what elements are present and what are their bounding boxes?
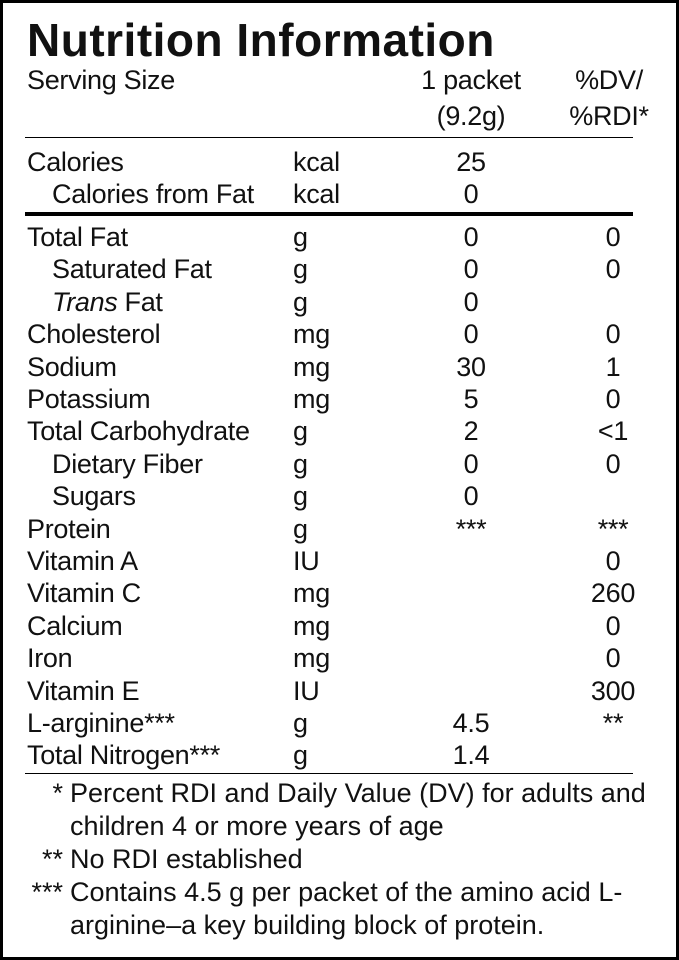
nutrient-name: Protein [27, 513, 111, 544]
unit: kcal [293, 147, 340, 177]
nutrient-name: Calories from Fat [52, 179, 254, 209]
unit: mg [293, 578, 330, 609]
nutrient-name: Dietary Fiber [52, 448, 203, 479]
thick-rule [25, 212, 633, 216]
nutrient-name: Total Carbohydrate [27, 416, 250, 447]
daily-value: *** [597, 513, 629, 544]
unit: mg [293, 643, 330, 674]
nutrient-name: Iron [27, 643, 73, 674]
nutrient-name: Vitamin A [27, 546, 138, 576]
daily-value: 0 [605, 254, 621, 285]
daily-value: 0 [605, 610, 621, 641]
unit: g [293, 416, 308, 447]
daily-value: 0 [605, 319, 621, 350]
nutrient-name: Saturated Fat [52, 254, 212, 285]
unit: g [293, 254, 308, 285]
italic-text: Trans [52, 286, 118, 317]
footnote-marker: *** [31, 877, 63, 907]
amount: 0 [463, 448, 479, 479]
unit: mg [293, 610, 330, 641]
unit: g [293, 740, 308, 771]
nutrient-name: Vitamin E [27, 675, 140, 706]
daily-value: 300 [590, 675, 636, 706]
nutrient-name: Calories [27, 147, 124, 177]
nutrient-name: Trans Fat [52, 287, 163, 317]
amount: 0 [463, 481, 479, 512]
unit: IU [293, 675, 320, 706]
unit: g [293, 448, 308, 479]
amount: 0 [463, 222, 479, 252]
nutrient-name: Total Nitrogen*** [27, 740, 221, 771]
daily-value: 0 [605, 222, 621, 252]
nutrient-name: Sodium [27, 351, 117, 382]
unit: g [293, 708, 308, 738]
dv-label: %DV/ [575, 65, 643, 95]
amount: 4.5 [452, 708, 490, 738]
nutrient-name: Vitamin C [27, 578, 141, 609]
footnote-text: No RDI established [70, 844, 303, 874]
footnote-marker: * [52, 778, 63, 808]
amount: 25 [456, 147, 486, 177]
dv-label: %RDI* [569, 101, 649, 131]
unit: mg [293, 351, 330, 382]
unit: kcal [293, 179, 340, 209]
daily-value: 1 [605, 351, 621, 382]
amount: 0 [463, 319, 479, 350]
title: Nutrition Information [27, 14, 495, 66]
amount: 1.4 [452, 740, 490, 771]
amount: *** [455, 513, 487, 544]
unit: IU [293, 546, 320, 576]
unit: g [293, 513, 308, 544]
unit: g [293, 481, 308, 512]
daily-value: ** [602, 708, 624, 738]
rule [25, 137, 633, 138]
serving-amount: (9.2g) [436, 101, 506, 131]
unit: g [293, 286, 308, 317]
daily-value: 0 [605, 546, 621, 576]
nutrient-name: Cholesterol [27, 319, 161, 350]
daily-value: 0 [605, 643, 621, 674]
serving-label: Serving Size [27, 65, 175, 95]
serving-amount: 1 packet [421, 65, 521, 95]
nutrient-name: Calcium [27, 610, 123, 641]
amount: 0 [463, 179, 479, 209]
footnote-text: Percent RDI and Daily Value (DV) for adu… [70, 778, 646, 841]
name-text: Fat [124, 286, 163, 317]
amount: 0 [463, 254, 479, 285]
nutrient-name: L-arginine*** [27, 708, 175, 738]
daily-value: <1 [597, 416, 629, 447]
nutrient-name: Potassium [27, 384, 151, 414]
footnote-marker: ** [41, 844, 63, 874]
footnote-text: Contains 4.5 g per packet of the amino a… [70, 877, 623, 940]
daily-value: 260 [590, 578, 636, 609]
unit: mg [293, 319, 330, 350]
amount: 0 [463, 286, 479, 317]
unit: mg [293, 384, 330, 414]
nutrient-name: Sugars [52, 481, 136, 512]
daily-value: 0 [605, 384, 621, 414]
daily-value: 0 [605, 448, 621, 479]
rule [25, 773, 633, 774]
amount: 5 [463, 384, 479, 414]
unit: g [293, 222, 308, 252]
amount: 2 [463, 416, 479, 447]
amount: 30 [456, 351, 486, 382]
nutrient-name: Total Fat [27, 222, 128, 252]
